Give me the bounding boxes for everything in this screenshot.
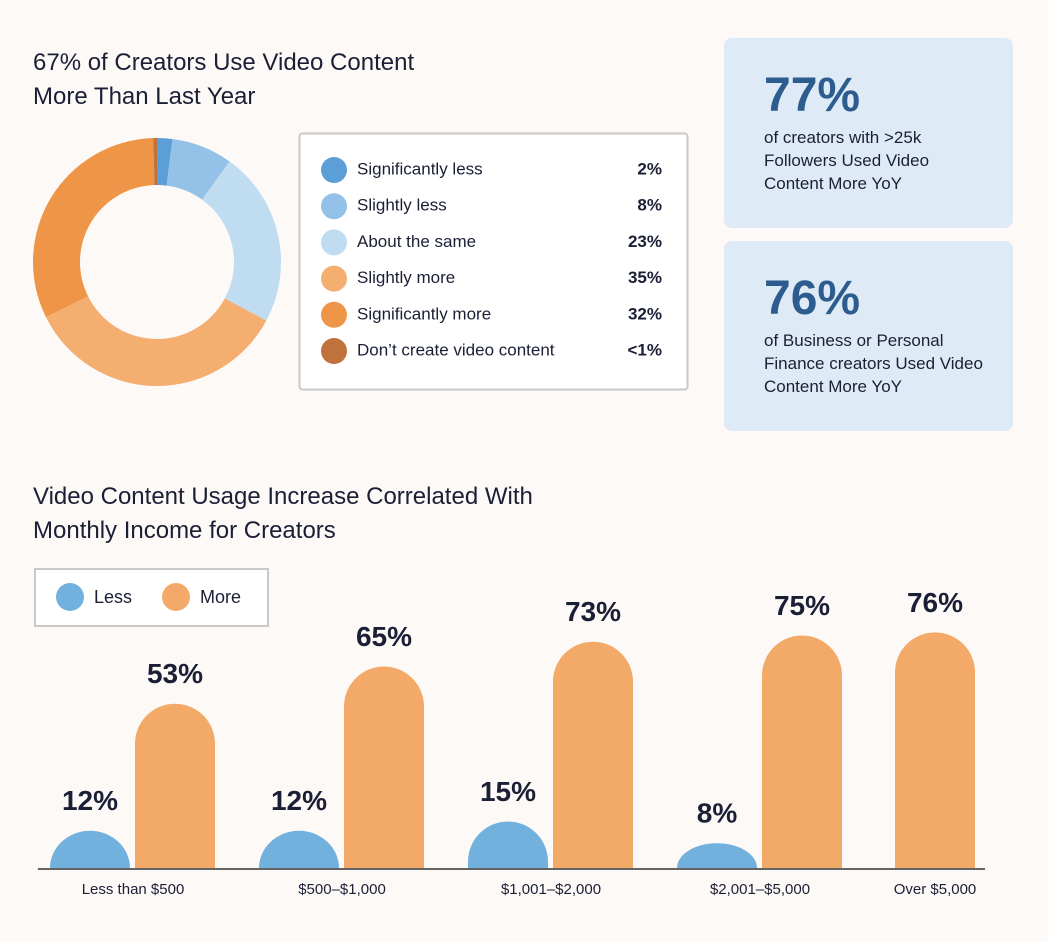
bar — [677, 843, 757, 868]
legend-value: 8% — [637, 196, 662, 215]
x-tick-label: $500–$1,000 — [298, 881, 386, 898]
legend-value: 23% — [628, 232, 662, 251]
legend-swatch — [321, 301, 347, 328]
value-label: 75% — [774, 590, 830, 621]
legend-label: Slightly less — [357, 196, 447, 215]
bar — [895, 632, 975, 868]
legend-label: Significantly more — [357, 304, 491, 323]
donut-title: 67% of Creators Use Video Content More T… — [33, 49, 415, 110]
value-label: 76% — [907, 587, 963, 618]
legend-label: Significantly less — [357, 159, 483, 178]
stat-value: 77% — [764, 69, 861, 122]
value-label: 8% — [697, 798, 738, 829]
legend-swatch — [321, 229, 347, 256]
donut-segment — [153, 138, 157, 186]
legend-swatch — [56, 583, 84, 611]
legend-label: More — [200, 587, 241, 607]
stat-value: 76% — [764, 272, 861, 325]
x-tick-label: $2,001–$5,000 — [710, 881, 810, 898]
donut-segment — [157, 138, 173, 186]
value-label: 12% — [271, 785, 327, 816]
value-label: 12% — [62, 785, 118, 816]
donut-legend-box — [298, 132, 689, 391]
legend-label: Slightly more — [357, 268, 455, 287]
donut-segment — [45, 296, 267, 386]
value-label: 53% — [147, 658, 203, 689]
legend-value: 35% — [628, 268, 662, 287]
legend-value: 2% — [637, 159, 662, 178]
legend-label: Less — [94, 587, 132, 607]
legend-label: Don’t create video content — [357, 340, 555, 359]
donut-segment — [166, 138, 230, 200]
legend-swatch — [321, 157, 347, 183]
legend-swatch — [321, 338, 347, 364]
value-label: 65% — [356, 621, 412, 652]
bar — [468, 821, 548, 868]
x-tick-label: $1,001–$2,000 — [501, 881, 601, 898]
legend-value: 32% — [628, 304, 662, 323]
value-label: 15% — [480, 776, 536, 807]
value-label: 73% — [565, 596, 621, 627]
bar — [553, 641, 633, 868]
bar — [50, 830, 130, 868]
x-tick-label: Over $5,000 — [894, 881, 977, 898]
stat-text: of Business or Personal Finance creators… — [764, 331, 983, 396]
legend-value: <1% — [628, 340, 663, 359]
legend-swatch — [321, 193, 347, 220]
legend-label: About the same — [357, 232, 476, 251]
stat-card: 76% of Business or Personal Finance crea… — [724, 241, 1013, 431]
legend-swatch — [162, 583, 190, 611]
bar — [762, 635, 842, 868]
bar — [344, 666, 424, 868]
stat-card: 77% of creators with >25k Followers Used… — [724, 38, 1013, 228]
x-tick-label: Less than $500 — [82, 881, 185, 898]
bar — [135, 703, 215, 868]
donut-segment — [33, 138, 155, 318]
bar-title: Video Content Usage Increase Correlated … — [33, 483, 533, 544]
bar — [259, 830, 339, 868]
donut-segment — [202, 161, 281, 321]
legend-swatch — [321, 265, 347, 292]
stat-text: of creators with >25k Followers Used Vid… — [764, 128, 930, 193]
